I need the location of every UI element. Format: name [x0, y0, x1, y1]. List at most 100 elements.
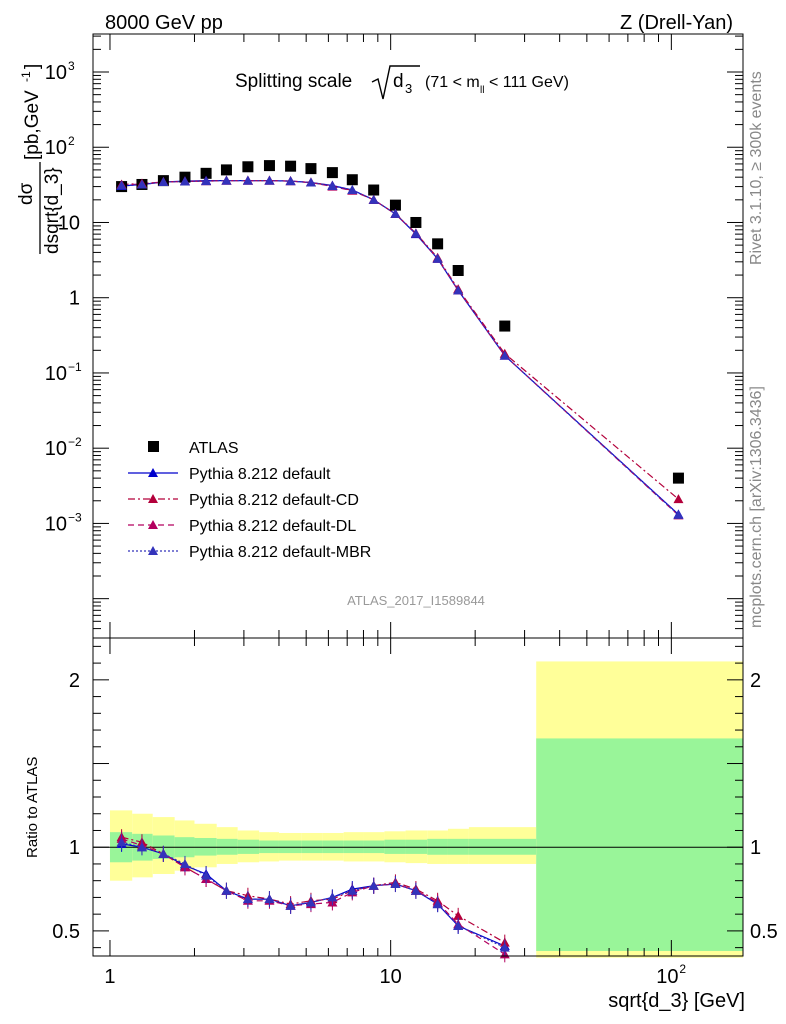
- ytick-label: 10: [45, 513, 67, 535]
- atlas-data-point: [452, 264, 464, 276]
- legend-label: ATLAS: [189, 440, 239, 457]
- mc-marker-4: [285, 176, 296, 186]
- ylabel-units-exp: -1: [19, 71, 33, 82]
- ratio-marker-3: [453, 920, 464, 930]
- ratio-marker-3: [136, 842, 147, 852]
- sqrt-sign: [371, 65, 420, 100]
- atlas-data-point: [389, 199, 401, 211]
- mc-marker-4: [201, 176, 212, 186]
- mc-marker-2: [673, 494, 684, 504]
- xaxis-label: sqrt{d_3} [GeV]: [608, 990, 745, 1012]
- ratio-ytick-label-right: 1: [750, 837, 761, 859]
- ylabel-num: dσ: [16, 182, 37, 205]
- atlas-data-point: [305, 163, 317, 175]
- ratio-ylabel: Ratio to ATLAS: [24, 757, 41, 858]
- title-sub: 3: [405, 81, 412, 96]
- legend-label: Pythia 8.212 default-DL: [189, 518, 356, 535]
- atlas-data-point: [499, 320, 511, 332]
- ratio-marker-3: [201, 870, 212, 880]
- ytick-exp: 2: [68, 134, 75, 148]
- legend-marker-atlas: [148, 441, 159, 452]
- ytick-exp: −1: [68, 360, 82, 374]
- mc-marker-4: [673, 509, 684, 519]
- ytick-exp: −2: [68, 435, 82, 449]
- xtick-label: 10: [380, 966, 402, 988]
- ratio-marker-3: [432, 899, 443, 909]
- ratio-ytick-label-right: 2: [750, 670, 761, 692]
- ratio-ytick-label-left: 1: [69, 837, 80, 859]
- mc-marker-4: [158, 177, 169, 187]
- ytick-exp: −3: [68, 510, 82, 524]
- mc-marker-4: [136, 179, 147, 189]
- mc-marker-4: [264, 175, 275, 185]
- atlas-data-point: [410, 216, 422, 228]
- ratio-marker-3: [116, 837, 127, 847]
- ytick-label: 1: [69, 288, 80, 310]
- ratio-marker-3: [221, 885, 232, 895]
- atlas-data-point: [242, 161, 254, 173]
- ytick-exp: 3: [68, 59, 75, 73]
- ratio-marker-3: [390, 879, 401, 889]
- mc-marker-4: [499, 350, 510, 360]
- mc-marker-4: [327, 181, 338, 191]
- ratio-marker-3: [305, 897, 316, 907]
- title-range: (71 < m: [425, 74, 480, 91]
- mc-marker-4: [390, 208, 401, 218]
- mc-marker-4: [347, 185, 358, 195]
- stat-uncertainty-band: [536, 738, 743, 951]
- side-label-bottom: mcplots.cern.ch [arXiv:1306.3436]: [748, 386, 765, 628]
- legend-marker: [148, 520, 158, 529]
- atlas-data-point: [432, 238, 444, 250]
- mc-marker-4: [221, 175, 232, 185]
- ylabel-units-end: ]: [22, 64, 43, 69]
- header-right: Z (Drell-Yan): [620, 12, 733, 34]
- main-ylabel: dσ dsqrt{d_3} [pb,GeV -1 ]: [16, 64, 63, 254]
- atlas-data-point: [672, 472, 684, 484]
- ytick-label: 10: [45, 363, 67, 385]
- atlas-data-point: [263, 160, 275, 172]
- ratio-marker-3: [179, 858, 190, 868]
- xtick-label: 1: [104, 966, 115, 988]
- atlas-data-point: [200, 167, 212, 179]
- main-title: Splitting scale d 3 (71 < m ll < 111 GeV…: [235, 65, 569, 100]
- main-series-line-1: [121, 180, 679, 515]
- ytick-label: 10: [45, 137, 67, 159]
- atlas-data-point: [346, 174, 358, 186]
- legend-marker: [148, 546, 158, 555]
- title-main: Splitting scale: [235, 71, 352, 92]
- mc-marker-4: [305, 177, 316, 187]
- ratio-marker-3: [158, 848, 169, 858]
- mc-marker-4: [179, 176, 190, 186]
- ytick-label: 10: [58, 212, 80, 234]
- atlas-data-point: [220, 164, 232, 176]
- legend-marker: [148, 468, 158, 477]
- ratio-marker-3: [347, 885, 358, 895]
- ylabel-den: dsqrt{d_3}: [42, 167, 63, 254]
- ratio-marker-3: [264, 894, 275, 904]
- analysis-tag: ATLAS_2017_I1589844: [347, 593, 485, 608]
- ratio-marker-3: [242, 894, 253, 904]
- ratio-marker-1: [453, 910, 464, 920]
- ytick-label: 10: [45, 62, 67, 84]
- mc-marker-4: [116, 180, 127, 190]
- xtick-exp: 2: [679, 962, 686, 976]
- legend-marker: [148, 494, 158, 503]
- mc-marker-4: [242, 175, 253, 185]
- ratio-marker-3: [368, 880, 379, 890]
- main-series-line-4: [121, 180, 679, 516]
- legend-label: Pythia 8.212 default: [189, 466, 331, 483]
- atlas-data-point: [368, 184, 380, 196]
- side-label-top: Rivet 3.1.10, ≥ 300k events: [748, 71, 765, 265]
- mc-marker-4: [432, 253, 443, 263]
- mc-marker-4: [453, 285, 464, 295]
- ratio-ytick-label-left: 2: [69, 670, 80, 692]
- ratio-ytick-label-left: 0.5: [52, 921, 80, 943]
- xtick-label: 10: [656, 966, 678, 988]
- ylabel-units: [pb,GeV: [22, 90, 43, 160]
- atlas-data-point: [285, 160, 297, 172]
- ratio-marker-3: [410, 885, 421, 895]
- ratio-series-line-2: [121, 838, 506, 955]
- legend-label: Pythia 8.212 default-MBR: [189, 544, 371, 561]
- mc-marker-4: [410, 228, 421, 238]
